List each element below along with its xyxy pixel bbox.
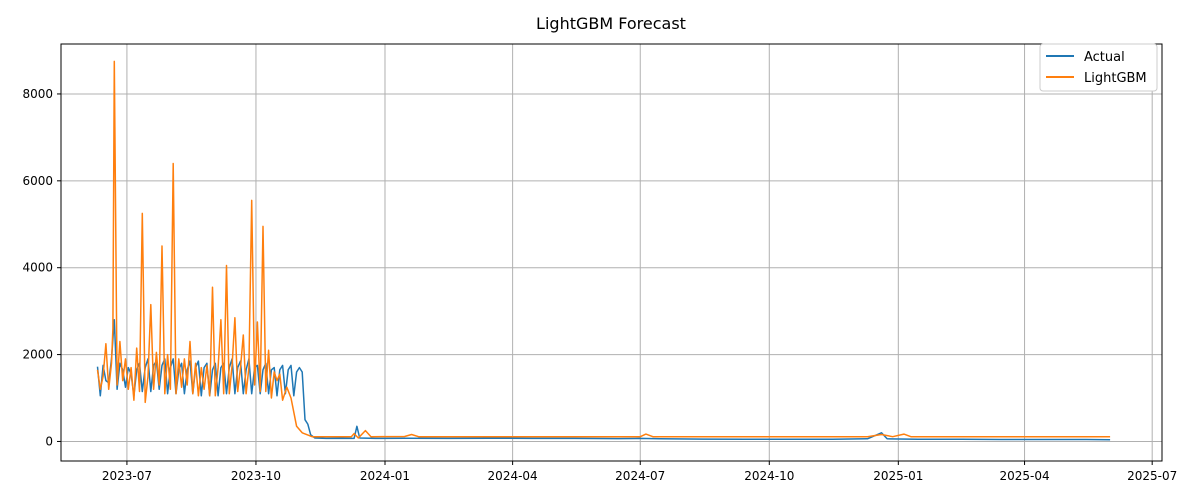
series-layer	[96, 60, 1111, 441]
chart-title: LightGBM Forecast	[536, 14, 686, 33]
series-line-lightgbm	[96, 60, 1111, 439]
x-tick-label: 2024-07	[615, 469, 665, 483]
x-tick-label: 2024-10	[744, 469, 794, 483]
y-tick-label: 8000	[22, 87, 53, 101]
y-tick-label: 0	[45, 434, 53, 448]
plot-area-frame	[60, 43, 1163, 462]
x-tick-label: 2024-01	[360, 469, 410, 483]
x-tick-label: 2024-04	[488, 469, 538, 483]
x-axis: 2023-07 2023-10 2024-01 2024-04 2024-07 2024-…	[102, 461, 1177, 483]
x-tick-label: 2025-04	[999, 469, 1049, 483]
x-tick-label: 2025-07	[1127, 469, 1177, 483]
legend-label-actual: Actual	[1084, 50, 1125, 65]
x-tick-label: 2023-07	[102, 469, 152, 483]
y-axis: 0 2000 4000 6000 8000	[22, 87, 61, 448]
y-tick-label: 2000	[22, 348, 53, 362]
grid-lines	[61, 44, 1162, 461]
x-tick-label: 2025-01	[873, 469, 923, 483]
legend-label-lightgbm: LightGBM	[1084, 71, 1147, 86]
x-tick-label: 2023-10	[231, 469, 281, 483]
legend: Actual LightGBM	[1039, 43, 1158, 92]
series-line-actual	[96, 319, 1111, 441]
y-tick-label: 4000	[22, 261, 53, 275]
y-tick-label: 6000	[22, 174, 53, 188]
